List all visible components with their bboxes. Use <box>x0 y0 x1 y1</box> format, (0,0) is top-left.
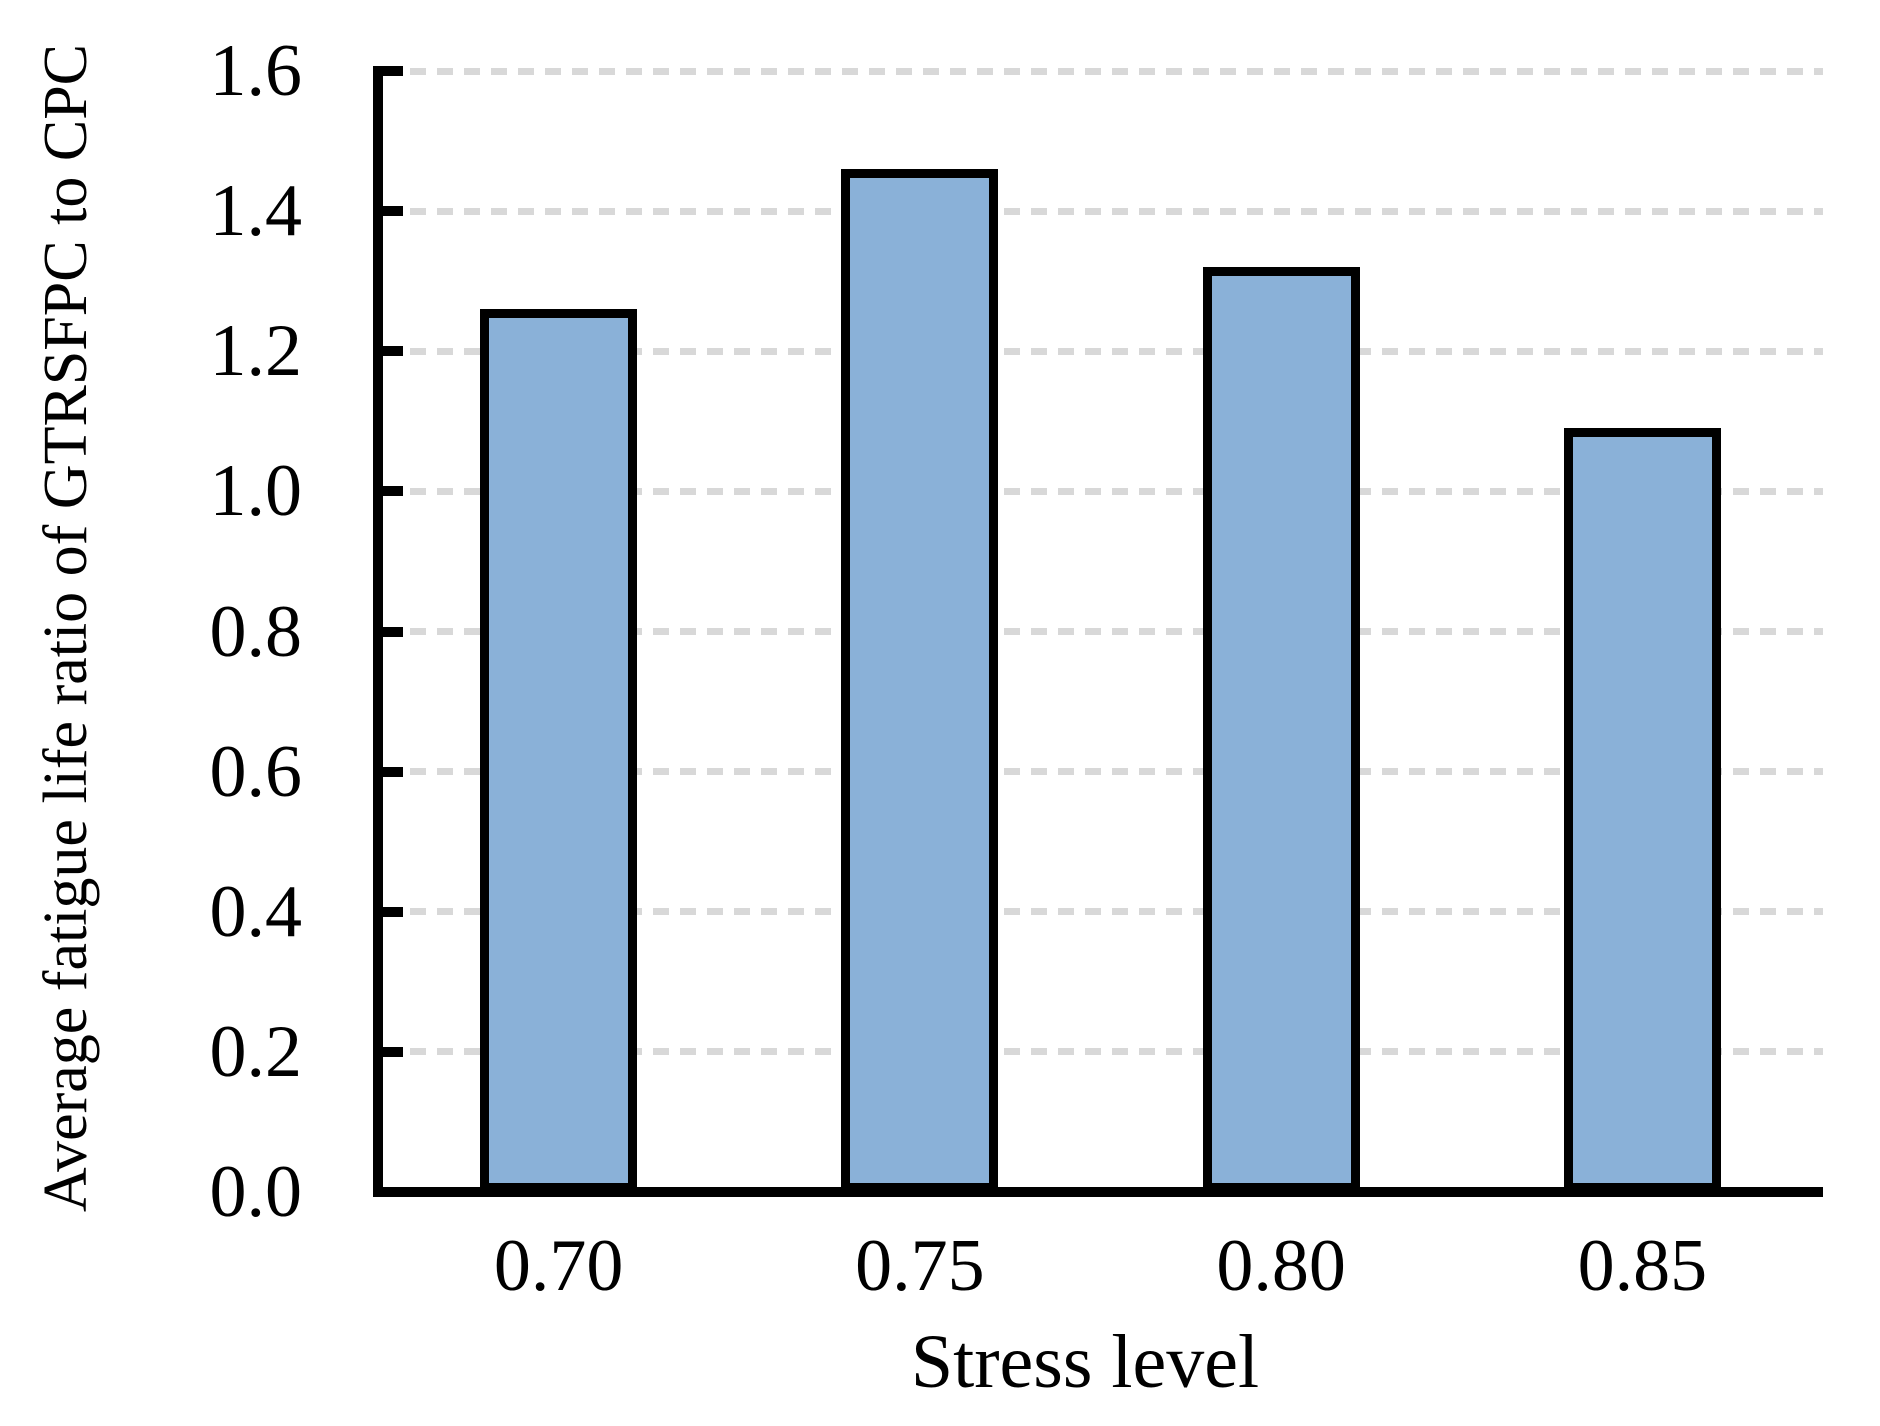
y-tick-label: 0.2 <box>209 1010 303 1093</box>
y-tick-label: 0.0 <box>209 1151 303 1233</box>
y-axis-line <box>373 66 383 1197</box>
x-tick-label: 0.75 <box>855 1225 985 1307</box>
y-axis-tick <box>373 206 403 217</box>
y-tick-label: 1.0 <box>209 450 303 533</box>
gridline <box>383 1048 1823 1056</box>
bar-0.80 <box>1202 267 1360 1192</box>
gridline <box>383 347 1823 355</box>
gridline <box>383 207 1823 215</box>
y-tick-label: 1.6 <box>209 30 303 112</box>
gridline <box>383 768 1823 776</box>
y-axis-tick <box>373 906 403 917</box>
y-axis-tick <box>373 346 403 357</box>
y-tick-label: 0.8 <box>209 590 303 673</box>
y-axis-tick <box>373 766 403 777</box>
gridline <box>383 908 1823 916</box>
y-tick-label: 1.4 <box>209 170 303 253</box>
y-tick-label: 0.4 <box>209 870 303 953</box>
x-tick-label: 0.85 <box>1577 1225 1708 1307</box>
x-tick-label: 0.70 <box>493 1225 624 1307</box>
bar-0.70 <box>480 309 638 1192</box>
y-axis-tick <box>373 66 403 76</box>
x-axis-line <box>373 1187 1823 1197</box>
x-axis-title: Stress level <box>910 1320 1260 1404</box>
bar-0.85 <box>1563 428 1721 1192</box>
y-axis-tick <box>373 1046 403 1057</box>
x-tick-label: 0.80 <box>1216 1225 1346 1307</box>
y-axis-tick <box>373 626 403 637</box>
gridline <box>383 487 1823 495</box>
y-axis-tick <box>373 486 403 497</box>
y-tick-label: 0.6 <box>209 730 303 813</box>
gridline <box>383 67 1823 75</box>
gridline <box>383 628 1823 635</box>
y-tick-label: 1.2 <box>209 310 303 393</box>
bar-0.75 <box>841 169 999 1192</box>
